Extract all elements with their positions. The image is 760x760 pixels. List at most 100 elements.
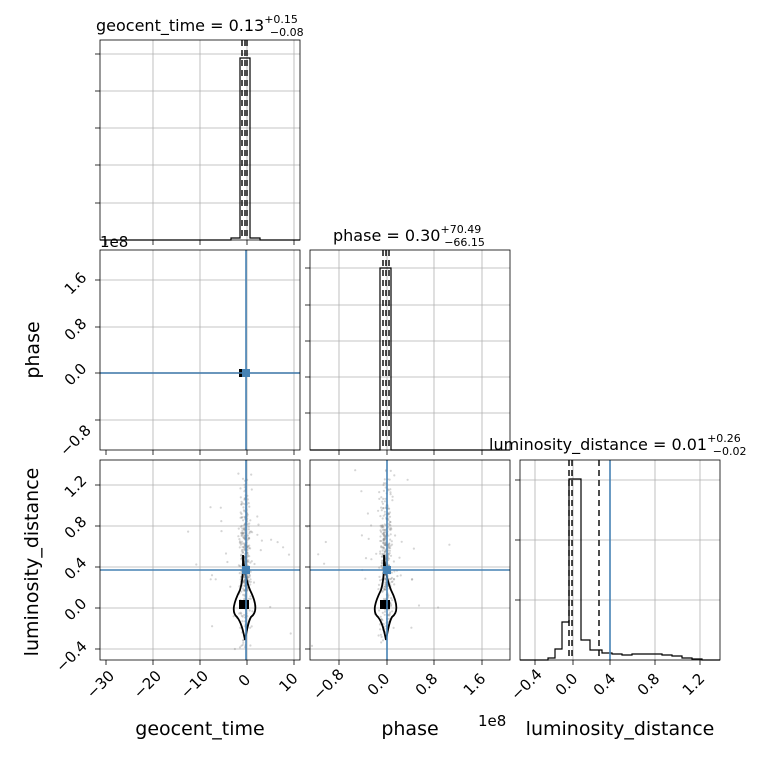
- scatter-point: [380, 555, 383, 558]
- scatter-point: [323, 562, 326, 565]
- scatter-point: [370, 558, 373, 561]
- scatter-point: [240, 534, 243, 538]
- scatter-point: [387, 553, 390, 556]
- scatter-point: [379, 529, 382, 532]
- scatter-point: [242, 532, 245, 535]
- scatter-point: [381, 525, 384, 528]
- scatter-point: [378, 623, 382, 626]
- xtick-label: 0.0: [552, 670, 582, 700]
- scatter-point: [381, 524, 384, 527]
- scatter-point: [246, 538, 249, 541]
- scatter-point: [250, 625, 253, 628]
- scatter-point: [242, 536, 245, 539]
- xtick-label: 0.0: [364, 670, 394, 700]
- scatter-point: [240, 524, 243, 527]
- scatter-point: [246, 548, 249, 552]
- scatter-point: [388, 528, 391, 531]
- ticks-c: [305, 267, 483, 455]
- scatter-point: [243, 546, 246, 549]
- frame-e: [309, 459, 511, 661]
- scatter-point: [360, 534, 363, 537]
- scatter-point: [380, 641, 383, 644]
- scatter-point: [389, 605, 392, 608]
- scatter-point: [382, 526, 385, 529]
- grid-b: [100, 250, 300, 450]
- scatter-point: [241, 532, 244, 535]
- scatter-point: [381, 549, 384, 552]
- scatter-point: [239, 541, 242, 545]
- frame-f: [519, 459, 721, 661]
- scatter-point: [387, 526, 390, 529]
- scatter-point: [248, 505, 251, 508]
- scatter-point: [287, 553, 291, 556]
- scatter-point: [383, 543, 386, 546]
- truth-marker-e: [383, 566, 391, 574]
- scatter-point: [247, 528, 250, 531]
- scatter-point: [390, 543, 394, 546]
- scatter-point: [389, 533, 392, 536]
- scatter-point: [393, 570, 396, 573]
- scatter-point: [381, 524, 384, 527]
- scatter-point: [242, 587, 245, 590]
- scatter-point: [392, 560, 395, 563]
- scatter-point: [381, 500, 384, 503]
- scatter-point: [382, 532, 385, 535]
- scatter-point: [253, 562, 256, 566]
- xtick-label: 0.8: [634, 670, 664, 700]
- scatter-point: [241, 516, 244, 519]
- scatter-point: [379, 579, 382, 582]
- scatter-point: [383, 528, 386, 532]
- scatter-point: [383, 588, 386, 591]
- density-core-e: [380, 600, 390, 609]
- scatter-point: [238, 612, 241, 615]
- scatter-point: [379, 535, 382, 538]
- scatter-point: [238, 546, 241, 549]
- y-offset-label: 1e8: [100, 233, 128, 251]
- scatter-point: [399, 574, 402, 577]
- scatter-point: [260, 539, 263, 542]
- scatter-point: [379, 539, 382, 543]
- scatter-point: [384, 585, 387, 588]
- xtick-labels-e: −0.8 0.0 0.8 1.6: [309, 665, 489, 703]
- scatter-point: [246, 551, 249, 555]
- scatter-point: [382, 542, 385, 545]
- scatter-point: [387, 608, 390, 611]
- scatter-point: [239, 611, 242, 614]
- scatter-point: [240, 550, 243, 553]
- scatter-point: [410, 578, 414, 581]
- scatter-point: [379, 515, 382, 518]
- scatter-point: [387, 522, 390, 525]
- scatter-point: [237, 527, 240, 530]
- scatter-point: [259, 549, 262, 552]
- scatter-point: [242, 641, 245, 644]
- frame-c: [309, 249, 511, 451]
- scatter-point: [249, 547, 252, 550]
- xtick-label: −20: [130, 667, 165, 702]
- scatter-point: [382, 597, 386, 600]
- scatter-point: [247, 576, 250, 579]
- scatter-point: [241, 584, 244, 587]
- scatter-point: [380, 530, 383, 534]
- ytick-labels-d: −0.4 0.0 0.4 0.8 1.2: [52, 472, 90, 676]
- scatter-point: [243, 579, 246, 582]
- scatter-point: [387, 512, 390, 516]
- scatter-point: [256, 515, 259, 518]
- scatter-point: [448, 543, 451, 546]
- scatter-point: [238, 540, 242, 543]
- scatter-point: [269, 605, 272, 609]
- scatter-point: [391, 499, 394, 502]
- scatter-point: [242, 548, 245, 551]
- scatter-point: [239, 511, 242, 514]
- xtick-label: 0.4: [590, 670, 620, 700]
- scatter-point: [257, 523, 260, 526]
- scatter-point: [393, 583, 396, 586]
- scatter-point: [382, 483, 385, 487]
- scatter-point: [381, 611, 384, 614]
- scatter-point: [388, 542, 391, 545]
- scatter-point: [240, 531, 244, 534]
- scatter-point: [243, 503, 246, 506]
- scatter-point: [241, 477, 245, 480]
- contour-e: [373, 554, 398, 641]
- scatter-point: [248, 536, 251, 540]
